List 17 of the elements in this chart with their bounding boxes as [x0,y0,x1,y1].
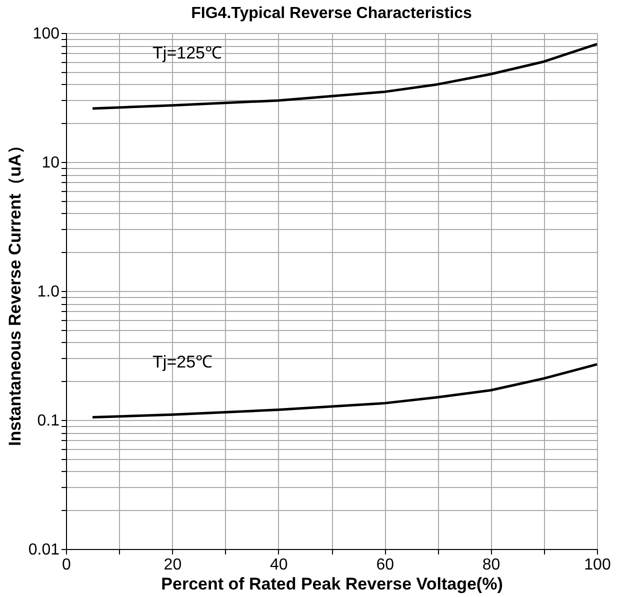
x-tick-label: 20 [164,556,182,574]
y-tick-label: 10 [42,154,60,172]
x-tick-label: 80 [482,556,500,574]
y-tick-label: 0.1 [37,412,60,430]
y-tick-label: 100 [32,26,60,42]
line-series [91,42,598,110]
x-tick-label: 40 [270,556,288,574]
y-axis-title: Instantaneous Reverse Current（uA） [5,137,24,446]
annotation: Tj=125℃ [152,43,222,62]
chart-title: FIG4.Typical Reverse Characteristics [191,5,472,22]
y-tick-label: 0.01 [28,542,60,558]
x-tick-label: 100 [584,556,611,574]
annotation: Tj=25℃ [152,352,213,372]
x-tick-label: 0 [62,556,72,574]
y-tick-label: 1.0 [37,284,60,300]
x-tick-label: 60 [376,556,394,574]
x-axis-title: Percent of Rated Peak Reverse Voltage(%) [161,574,503,594]
